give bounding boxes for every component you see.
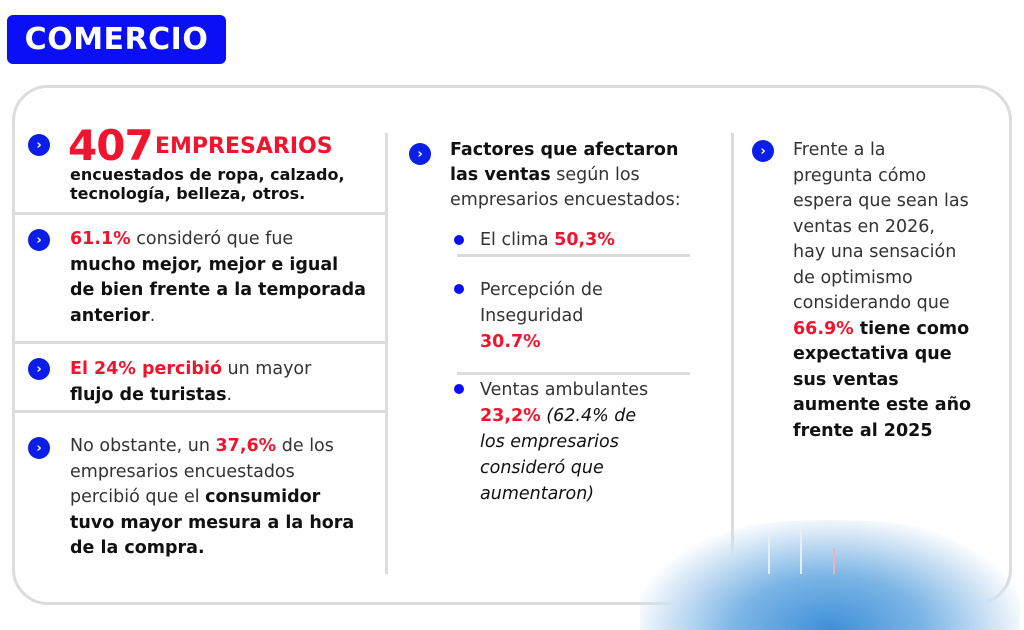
- block-separator: [14, 341, 386, 344]
- respondent-count: 407: [68, 121, 154, 170]
- chevron-right-circle-icon: ›: [28, 134, 50, 156]
- column-divider-left: [385, 133, 388, 574]
- factor-item: Ventas ambulantes 23,2% (62.4% de los em…: [480, 380, 649, 504]
- expectations-text: Frente a la pregunta cómo espera que sea…: [793, 140, 972, 441]
- chevron-right-circle-icon: ›: [28, 358, 50, 380]
- factor-item: Percepción de Inseguridad 30.7%: [480, 280, 603, 352]
- stat-block-consumer: No obstante, un 37,6% de los empresarios…: [70, 436, 355, 558]
- antenna-mast: [833, 548, 835, 574]
- factor-separator: [457, 254, 690, 257]
- factors-intro: Factores que afectaron las ventas según …: [450, 140, 681, 210]
- factor-separator: [457, 372, 690, 375]
- chevron-right-circle-icon: ›: [28, 229, 50, 251]
- section-title: COMERCIO: [24, 22, 209, 57]
- antenna-mast: [768, 535, 770, 574]
- section-title-badge: COMERCIO: [7, 15, 226, 64]
- block-separator: [14, 212, 386, 215]
- antenna-mast: [800, 528, 802, 574]
- stat-block-season: 61.1% consideró que fue mucho mejor, mej…: [70, 229, 366, 326]
- chevron-right-circle-icon: ›: [28, 437, 50, 459]
- dot-icon: [454, 284, 464, 294]
- factor-item: El clima 50,3%: [480, 230, 615, 250]
- dot-icon: [454, 235, 464, 245]
- stat-block-tourists: El 24% percibió un mayor flujo de turist…: [70, 359, 312, 405]
- chevron-right-circle-icon: ›: [409, 143, 431, 165]
- chevron-right-circle-icon: ›: [752, 140, 774, 162]
- city-photo-image: [640, 520, 1020, 630]
- dot-icon: [454, 384, 464, 394]
- respondent-label: EMPRESARIOS: [155, 134, 333, 159]
- column-divider-right: [731, 133, 734, 574]
- block-separator: [14, 410, 386, 413]
- respondent-description: encuestados de ropa, calzado, tecnología…: [70, 165, 345, 203]
